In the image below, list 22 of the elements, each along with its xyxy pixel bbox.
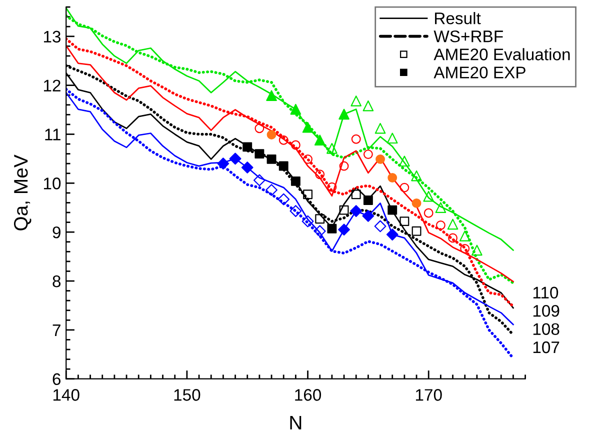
y-tick-label: 9 <box>52 226 60 238</box>
y-tick-label: 7 <box>52 324 60 336</box>
text: 107 <box>533 341 560 354</box>
legend-label: AME20 EXP <box>434 66 526 78</box>
y-tick-label: 11 <box>45 128 60 140</box>
legend-label: WS+RBF <box>434 30 503 42</box>
y-tick-label: 12 <box>44 80 60 92</box>
y-tick-label: 13 <box>44 30 61 43</box>
y-tick-label: 10 <box>44 178 61 190</box>
y-tick-label: 8 <box>52 275 61 288</box>
text: 109 <box>533 304 560 317</box>
legend-label: Result <box>435 12 481 24</box>
x-tick-label: 170 <box>416 389 442 401</box>
text: 108 <box>533 323 560 335</box>
text: 110 <box>533 286 558 299</box>
x-tick-label: 150 <box>174 389 200 401</box>
x-tick-label: 160 <box>295 389 322 401</box>
legend-label: AME20 Evaluation <box>434 48 570 60</box>
x-tick-label: 140 <box>53 389 80 401</box>
y-axis-title: Qa, MeV <box>14 154 32 230</box>
x-axis-title: N <box>290 416 302 430</box>
y-tick-label: 6 <box>52 373 61 386</box>
